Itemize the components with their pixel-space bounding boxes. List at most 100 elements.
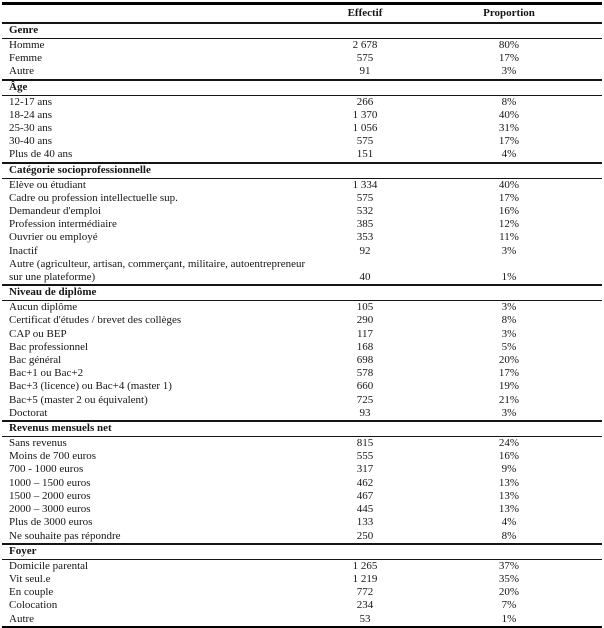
row-proportion: 9% (501, 463, 517, 476)
row-proportion: 8% (501, 95, 517, 108)
table-row: En couple 772 20% (2, 586, 602, 599)
table-body: Genre Homme 2 678 80% Femme 575 17% Autr… (2, 22, 602, 628)
row-label: Doctorat (9, 406, 48, 419)
table-row: Elève ou étudiant 1 334 40% (2, 178, 602, 192)
row-proportion: 8% (501, 314, 517, 327)
row-proportion: 80% (498, 39, 520, 51)
row-label: 25-30 ans (9, 122, 53, 135)
row-label: Bac+1 ou Bac+2 (9, 367, 84, 380)
table-row: Vit seul.e 1 219 35% (2, 573, 602, 586)
row-proportion: 13% (498, 476, 520, 489)
row-effectif: 462 (356, 476, 374, 489)
row-proportion: 16% (498, 450, 520, 463)
table-row: Domicile parental 1 265 37% (2, 559, 602, 573)
row-label: Moins de 700 euros (9, 450, 97, 463)
row-effectif: 168 (356, 340, 374, 353)
row-effectif: 234 (356, 599, 374, 612)
row-label: Colocation (9, 599, 58, 612)
row-proportion: 4% (501, 516, 517, 529)
table-row: Inactif 92 3% (2, 245, 602, 258)
column-header-empty (2, 3, 314, 24)
row-effectif: 1 334 (352, 178, 378, 191)
row-label: Inactif (9, 244, 38, 257)
row-effectif: 467 (356, 489, 374, 502)
section-title: Catégorie socioprofessionnelle (2, 161, 602, 179)
column-header-row: Effectif Proportion (2, 3, 602, 24)
row-proportion: 3% (501, 244, 517, 257)
row-label: Ouvrier ou employé (9, 231, 98, 244)
section-header-row: Catégorie socioprofessionnelle (2, 161, 602, 179)
row-proportion: 12% (498, 218, 520, 231)
row-effectif: 133 (356, 516, 374, 529)
row-effectif: 290 (356, 314, 374, 327)
row-proportion: 4% (501, 148, 517, 161)
row-effectif: 385 (356, 218, 374, 231)
row-proportion: 8% (501, 529, 517, 542)
section-header-row: Revenus mensuels net (2, 420, 602, 438)
table-row: 25-30 ans 1 056 31% (2, 122, 602, 135)
row-effectif: 1 219 (352, 572, 378, 585)
table-row: CAP ou BEP 117 3% (2, 328, 602, 341)
row-label: Certificat d'études / brevet des collège… (9, 314, 182, 327)
row-proportion: 7% (501, 599, 517, 612)
row-label: Demandeur d'emploi (9, 205, 102, 218)
row-effectif: 91 (359, 65, 371, 78)
row-label: 1000 – 1500 euros (9, 476, 91, 489)
table-row: 2000 – 3000 euros 445 13% (2, 503, 602, 516)
row-label: Bac+3 (licence) ou Bac+4 (master 1) (9, 380, 172, 393)
section-header-row: Foyer (2, 542, 602, 560)
table-row: Ne souhaite pas répondre 250 8% (2, 530, 602, 544)
row-proportion: 24% (498, 437, 520, 450)
row-effectif: 151 (356, 148, 374, 161)
table-row: Plus de 40 ans 151 4% (2, 148, 602, 162)
row-label: Femme (9, 52, 42, 65)
row-proportion: 20% (498, 354, 520, 367)
row-effectif: 698 (356, 354, 374, 367)
row-effectif: 353 (356, 231, 374, 244)
row-effectif: 250 (356, 529, 374, 542)
table-row: 700 - 1000 euros 317 9% (2, 463, 602, 476)
row-effectif: 575 (356, 52, 374, 65)
row-label: Plus de 3000 euros (9, 516, 93, 529)
row-label: Vit seul.e (9, 572, 51, 585)
row-proportion: 35% (498, 572, 520, 585)
table-row: 30-40 ans 575 17% (2, 135, 602, 148)
row-proportion: 17% (498, 191, 520, 204)
row-proportion: 3% (501, 406, 517, 419)
row-label: CAP ou BEP (9, 327, 67, 340)
table-row: Aucun diplôme 105 3% (2, 301, 602, 315)
table-row: Autre 91 3% (2, 65, 602, 79)
row-effectif: 1 056 (352, 122, 378, 135)
table-row: Autre 53 1% (2, 613, 602, 628)
column-header-effectif: Effectif (314, 3, 416, 24)
row-proportion: 13% (498, 489, 520, 502)
row-effectif: 575 (356, 135, 374, 148)
row-label: Profession intermédiaire (9, 218, 117, 231)
table-row: 1000 – 1500 euros 462 13% (2, 477, 602, 490)
row-effectif: 266 (356, 95, 374, 108)
row-label: 18-24 ans (9, 108, 53, 121)
row-effectif: 93 (359, 406, 371, 419)
section-header-row: Genre (2, 22, 602, 39)
row-effectif: 772 (356, 586, 374, 599)
row-effectif: 445 (356, 503, 374, 516)
row-label: Bac professionnel (9, 340, 89, 353)
row-proportion: 20% (498, 586, 520, 599)
row-label: 1500 – 2000 euros (9, 489, 91, 502)
section-title: Niveau de diplôme (2, 284, 602, 302)
row-proportion: 11% (499, 231, 519, 244)
table-row: Moins de 700 euros 555 16% (2, 450, 602, 463)
row-proportion: 17% (498, 367, 520, 380)
row-proportion: 40% (498, 178, 520, 191)
table-row: Bac+3 (licence) ou Bac+4 (master 1) 660 … (2, 380, 602, 393)
row-label: 2000 – 3000 euros (9, 503, 91, 516)
table-row: Homme 2 678 80% (2, 39, 602, 53)
table-row: Femme 575 17% (2, 52, 602, 65)
table-row: Cadre ou profession intellectuelle sup. … (2, 192, 602, 205)
row-effectif: 317 (356, 463, 374, 476)
row-label: Sans revenus (9, 437, 67, 450)
row-proportion: 21% (498, 393, 520, 406)
table-row: 12-17 ans 266 8% (2, 95, 602, 109)
row-effectif: 1 370 (352, 108, 378, 121)
